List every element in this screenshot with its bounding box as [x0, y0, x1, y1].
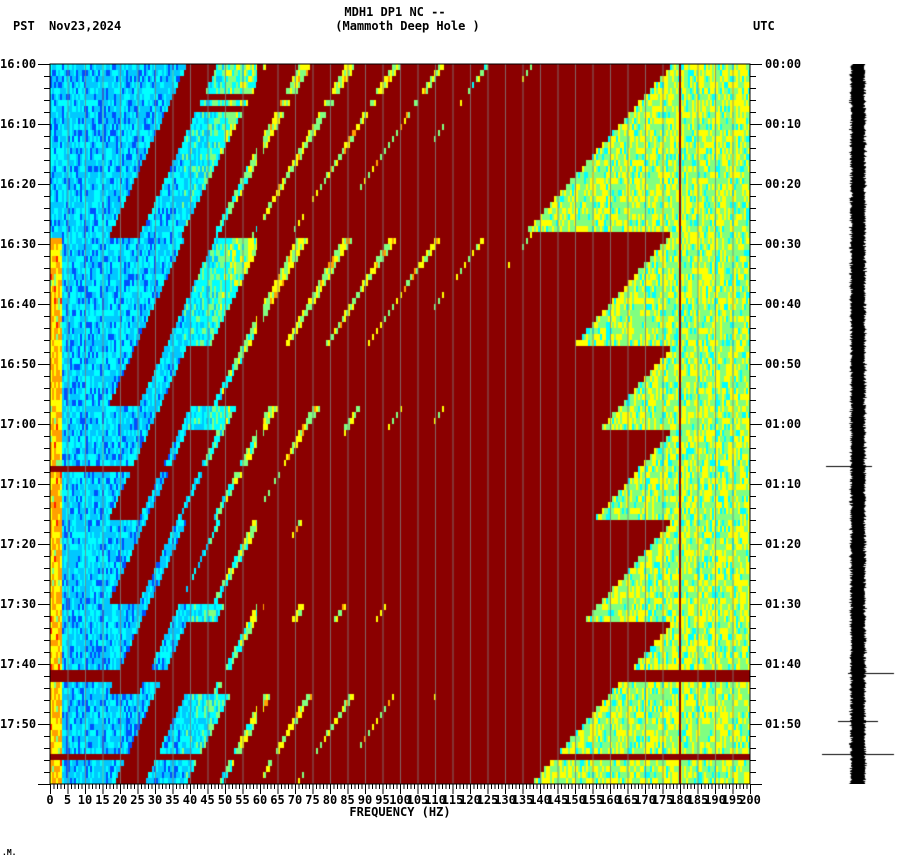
- y-tick-left: 16:10: [0, 117, 37, 131]
- x-tick: 50: [217, 793, 233, 807]
- x-tick: 70: [287, 793, 303, 807]
- y-tick-right: 00:50: [765, 357, 802, 371]
- y-tick-left: 16:00: [0, 57, 37, 71]
- right-timezone-label: UTC: [753, 19, 775, 33]
- x-tick: 125: [476, 793, 499, 807]
- x-tick: 200: [739, 793, 761, 807]
- x-tick: 115: [441, 793, 464, 807]
- x-tick: 165: [616, 793, 639, 807]
- y-tick-right: 01:50: [765, 717, 802, 731]
- x-tick: 130: [494, 793, 516, 807]
- y-tick-left: 17:10: [0, 477, 37, 491]
- x-tick: 35: [165, 793, 180, 807]
- y-tick-right: 00:00: [765, 57, 802, 71]
- x-tick: 60: [252, 793, 268, 807]
- x-tick: 85: [340, 793, 355, 807]
- y-tick-right: 00:20: [765, 177, 802, 191]
- x-tick: 45: [200, 793, 215, 807]
- y-tick-right: 01:40: [765, 657, 802, 671]
- x-tick: 135: [511, 793, 534, 807]
- footer-mark: .M.: [2, 848, 17, 857]
- x-tick: 0: [46, 793, 54, 807]
- chart-title: MDH1 DP1 NC --: [344, 5, 446, 19]
- y-tick-right: 00:40: [765, 297, 802, 311]
- y-tick-left: 16:20: [0, 177, 37, 191]
- y-tick-left: 16:40: [0, 297, 37, 311]
- x-tick: 195: [721, 793, 744, 807]
- x-tick: 155: [581, 793, 604, 807]
- y-tick-right: 00:30: [765, 237, 802, 251]
- x-tick: 15: [95, 793, 110, 807]
- station-name: (Mammoth Deep Hole ): [335, 19, 480, 33]
- x-tick: 10: [77, 793, 93, 807]
- x-tick: 185: [686, 793, 709, 807]
- date-label: Nov23,2024: [49, 19, 122, 33]
- x-tick: 65: [270, 793, 285, 807]
- x-axis-title: FREQUENCY (HZ): [349, 805, 451, 819]
- y-tick-left: 17:30: [0, 597, 37, 611]
- x-tick: 120: [459, 793, 481, 807]
- y-tick-left: 17:50: [0, 717, 37, 731]
- y-tick-right: 00:10: [765, 117, 802, 131]
- seismogram-trace: [820, 64, 900, 784]
- x-tick: 180: [669, 793, 691, 807]
- y-tick-right: 01:10: [765, 477, 802, 491]
- x-tick: 100: [389, 793, 411, 807]
- y-tick-right: 01:20: [765, 537, 802, 551]
- x-tick: 75: [305, 793, 320, 807]
- x-tick: 145: [546, 793, 569, 807]
- x-tick: 95: [375, 793, 390, 807]
- x-tick: 140: [529, 793, 551, 807]
- y-tick-right: 01:00: [765, 417, 802, 431]
- left-timezone-label: PST: [13, 19, 35, 33]
- x-tick: 20: [112, 793, 128, 807]
- x-tick: 80: [322, 793, 338, 807]
- y-tick-left: 17:20: [0, 537, 37, 551]
- y-tick-right: 01:30: [765, 597, 802, 611]
- x-tick: 40: [182, 793, 198, 807]
- x-tick: 5: [63, 793, 72, 807]
- x-tick: 160: [599, 793, 621, 807]
- x-tick: 55: [235, 793, 250, 807]
- x-tick: 150: [564, 793, 586, 807]
- spectrogram-heatmap: [50, 64, 750, 784]
- x-tick: 110: [424, 793, 446, 807]
- x-tick: 190: [704, 793, 726, 807]
- y-tick-left: 16:30: [0, 237, 37, 251]
- x-tick: 170: [634, 793, 656, 807]
- x-tick: 30: [147, 793, 163, 807]
- y-tick-left: 16:50: [0, 357, 37, 371]
- x-tick: 90: [357, 793, 373, 807]
- y-tick-left: 17:40: [0, 657, 37, 671]
- x-tick: 175: [651, 793, 674, 807]
- x-tick: 105: [406, 793, 429, 807]
- y-tick-left: 17:00: [0, 417, 37, 431]
- spectrogram-plot: [50, 64, 750, 784]
- x-tick: 25: [130, 793, 145, 807]
